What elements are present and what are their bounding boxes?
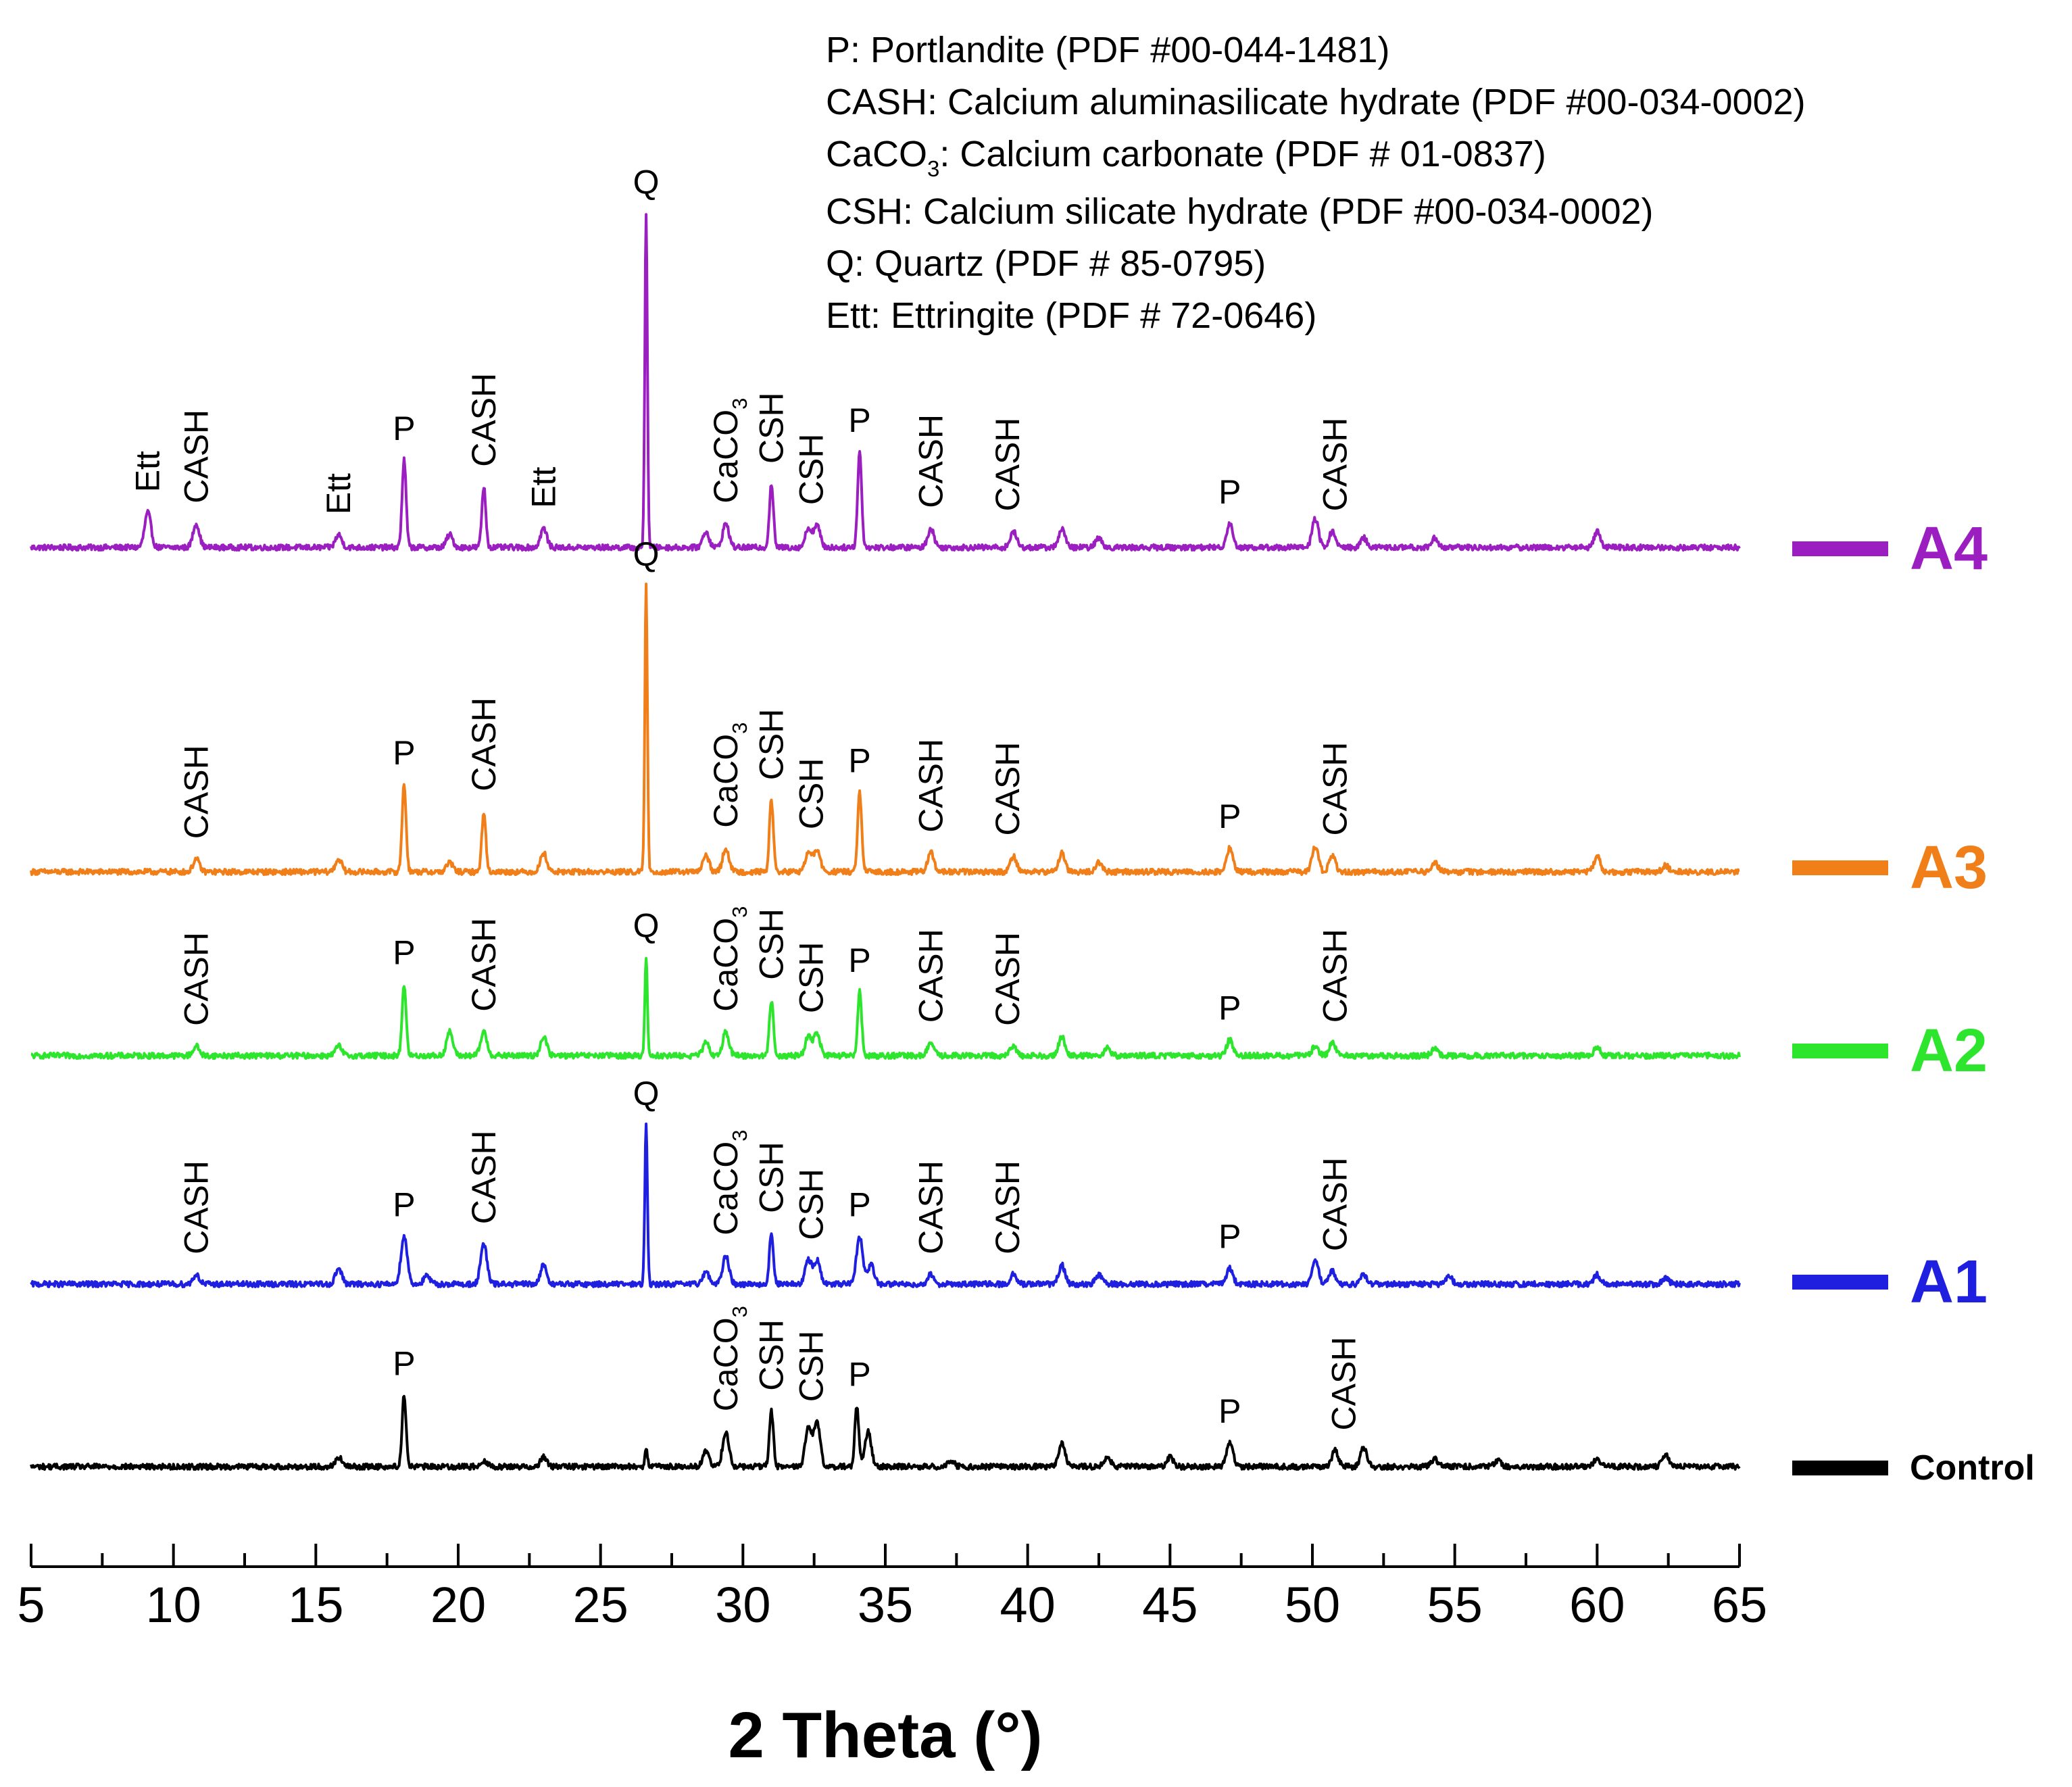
peak-label-a2-10: CASH bbox=[989, 932, 1027, 1026]
peak-label-a2-3: CASH bbox=[465, 918, 503, 1012]
peak-label-a4-12: CASH bbox=[912, 414, 949, 508]
peak-label-a4-7: Q bbox=[633, 164, 660, 201]
legend-label-a2: A2 bbox=[1910, 1017, 1988, 1085]
peak-label-a3-4: Q bbox=[633, 535, 660, 573]
peak-label-a1-8: P bbox=[848, 1186, 870, 1224]
peak-label-a4-13: CASH bbox=[989, 418, 1027, 512]
x-tick-label: 20 bbox=[430, 1577, 486, 1633]
peak-label-a1-9: CASH bbox=[912, 1160, 949, 1254]
peak-label-a3-1: CASH bbox=[177, 745, 215, 839]
peak-label-a2-8: P bbox=[848, 941, 870, 979]
peak-label-a1-2: P bbox=[393, 1186, 415, 1224]
peak-label-control-6: P bbox=[1218, 1392, 1241, 1430]
series-line-a1 bbox=[30, 1122, 1741, 1289]
peak-label-a2-2: P bbox=[393, 933, 415, 971]
peak-label-a2-4: Q bbox=[633, 906, 660, 944]
peak-label-a2-11: P bbox=[1218, 989, 1241, 1027]
legend-label-a1: A1 bbox=[1910, 1248, 1988, 1316]
x-axis-label: 2 Theta (°) bbox=[728, 1699, 1042, 1771]
peak-label-a1-4: Q bbox=[633, 1075, 660, 1112]
peak-label-control-2: CaCO3 bbox=[707, 1306, 751, 1411]
peak-label-a1-6: CSH bbox=[752, 1142, 790, 1213]
x-tick-label: 15 bbox=[288, 1577, 343, 1633]
peak-label-a2-9: CASH bbox=[912, 929, 949, 1023]
peak-label-a2-7: CSH bbox=[792, 942, 830, 1014]
peak-label-a4-5: CASH bbox=[465, 373, 503, 467]
peak-label-control-4: CSH bbox=[792, 1331, 830, 1402]
x-tick-label: 40 bbox=[1000, 1577, 1056, 1633]
x-tick-label: 25 bbox=[573, 1577, 628, 1633]
peak-label-a3-11: P bbox=[1218, 798, 1241, 835]
peak-label-a4-14: P bbox=[1218, 473, 1241, 511]
peak-label-a4-2: CASH bbox=[177, 410, 215, 504]
legend-label-control: Control bbox=[1910, 1448, 2035, 1488]
x-tick-label: 5 bbox=[17, 1577, 45, 1633]
peak-label-a1-1: CASH bbox=[177, 1160, 215, 1254]
peak-label-a3-3: CASH bbox=[465, 697, 503, 791]
peak-label-a1-10: CASH bbox=[989, 1160, 1027, 1254]
legend-label-a3: A3 bbox=[1910, 834, 1988, 902]
peak-label-control-1: P bbox=[393, 1344, 415, 1382]
peak-label-a4-6: Ett bbox=[524, 467, 562, 508]
series-line-a3 bbox=[30, 583, 1740, 877]
peak-label-a3-6: CSH bbox=[752, 709, 790, 781]
x-tick-label: 65 bbox=[1712, 1577, 1767, 1633]
peak-label-a4-4: P bbox=[393, 410, 415, 447]
legend-note-5: Q: Quartz (PDF # 85-0795) bbox=[826, 243, 1266, 284]
legend-label-a4: A4 bbox=[1910, 515, 1988, 583]
peak-label-a1-3: CASH bbox=[465, 1130, 503, 1224]
legend-note-1: P: Portlandite (PDF #00-044-1481) bbox=[826, 30, 1389, 70]
peak-label-a3-2: P bbox=[393, 734, 415, 772]
peak-label-a4-15: CASH bbox=[1316, 418, 1354, 512]
peak-label-control-7: CASH bbox=[1325, 1337, 1362, 1431]
peak-label-a2-6: CSH bbox=[752, 908, 790, 980]
peak-label-a3-5: CaCO3 bbox=[707, 723, 751, 828]
x-tick-label: 45 bbox=[1142, 1577, 1198, 1633]
x-tick-label: 55 bbox=[1427, 1577, 1483, 1633]
peak-label-a4-10: CSH bbox=[792, 434, 830, 506]
peak-label-a1-7: CSH bbox=[792, 1169, 830, 1240]
peak-label-control-3: CSH bbox=[752, 1319, 790, 1391]
peak-label-a2-12: CASH bbox=[1316, 929, 1354, 1023]
peak-label-a4-1: Ett bbox=[129, 451, 167, 492]
legend-note-4: CSH: Calcium silicate hydrate (PDF #00-0… bbox=[826, 191, 1654, 232]
peak-label-a1-11: P bbox=[1218, 1218, 1241, 1256]
peak-label-a3-9: CASH bbox=[912, 739, 949, 833]
peak-label-a4-11: P bbox=[848, 401, 870, 439]
peak-label-a3-7: CSH bbox=[792, 758, 830, 830]
legend-note-6: Ett: Ettringite (PDF # 72-0646) bbox=[826, 295, 1316, 336]
peak-label-a3-10: CASH bbox=[989, 742, 1027, 836]
x-tick-label: 10 bbox=[146, 1577, 201, 1633]
x-tick-label: 50 bbox=[1285, 1577, 1340, 1633]
peak-label-a3-8: P bbox=[848, 742, 870, 780]
peak-label-control-5: P bbox=[848, 1356, 870, 1394]
series-line-a4 bbox=[30, 213, 1741, 552]
peak-label-a4-3: Ett bbox=[320, 473, 357, 514]
peak-label-a1-12: CASH bbox=[1316, 1157, 1354, 1251]
peak-label-a2-1: CASH bbox=[177, 932, 215, 1026]
legend-note-2: CASH: Calcium aluminasilicate hydrate (P… bbox=[826, 82, 1806, 122]
series-line-control bbox=[30, 1394, 1741, 1471]
peak-label-a4-8: CaCO3 bbox=[707, 398, 751, 504]
x-tick-label: 60 bbox=[1569, 1577, 1625, 1633]
series-line-a2 bbox=[30, 956, 1741, 1060]
peak-label-a1-5: CaCO3 bbox=[707, 1130, 751, 1235]
peak-label-a3-12: CASH bbox=[1316, 742, 1354, 836]
peak-label-a2-5: CaCO3 bbox=[707, 906, 751, 1012]
x-tick-label: 35 bbox=[858, 1577, 913, 1633]
peak-label-a4-9: CSH bbox=[752, 392, 790, 464]
x-tick-label: 30 bbox=[715, 1577, 770, 1633]
legend-note-3: CaCO3: Calcium carbonate (PDF # 01-0837) bbox=[826, 134, 1546, 181]
